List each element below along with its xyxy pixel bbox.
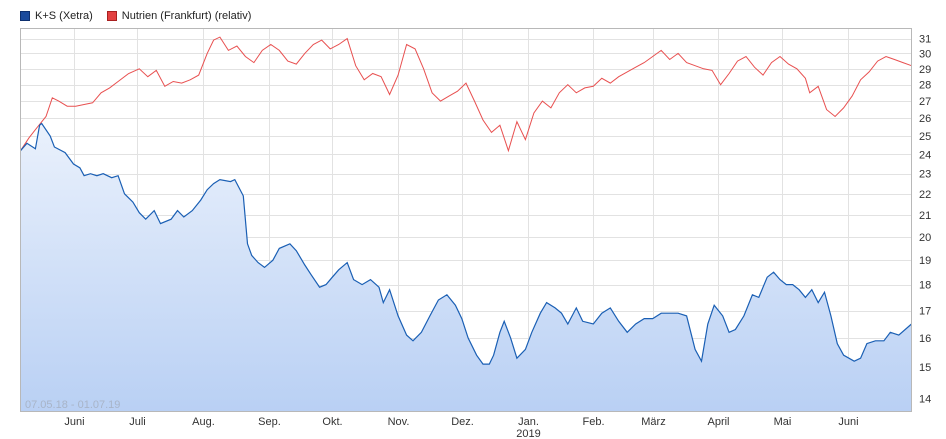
x-tick-label: Nov. [388, 416, 410, 428]
y-tick-label: 18 [919, 280, 931, 292]
y-tick-label: 22 [919, 189, 931, 201]
y-tick-label: 26 [919, 113, 931, 125]
x-tick-label: Juli [129, 416, 146, 428]
x-tick-label: April [707, 416, 729, 428]
legend-swatch-nutrien [106, 11, 117, 21]
ks-series-line [20, 122, 912, 365]
x-tick-label: Mai [774, 416, 792, 428]
y-tick-label: 15 [919, 362, 931, 374]
y-tick-label: 23 [919, 169, 931, 181]
y-tick-label: 30 [919, 48, 931, 60]
nutrien-series-line [20, 36, 912, 153]
x-axis-ticks: Juni Juli Aug. Sep. Okt. Nov. Dez. Jan.2019 Feb.… [64, 416, 858, 439]
y-tick-label: 21 [919, 210, 931, 222]
x-tick-label: Juni [838, 416, 858, 428]
chart-legend: K+S (Xetra) Nutrien (Frankfurt) (relativ… [20, 9, 265, 23]
y-tick-label: 27 [919, 96, 931, 108]
y-tick-label: 14 [919, 393, 931, 405]
y-tick-label: 25 [919, 131, 931, 143]
grid-lines [20, 28, 912, 412]
y-tick-label: 20 [919, 232, 931, 244]
x-tick-label: Juni [64, 416, 84, 428]
y-tick-label: 28 [919, 80, 931, 92]
legend-label-nutrien: Nutrien (Frankfurt) (relativ) [121, 10, 252, 22]
x-tick-label: Jan. [518, 416, 539, 428]
y-tick-label: 16 [919, 333, 931, 345]
y-tick-label: 31 [919, 34, 931, 46]
plot-frame [20, 28, 912, 412]
x-tick-label: Sep. [258, 416, 281, 428]
y-tick-label: 17 [919, 306, 931, 318]
x-tick-label: Okt. [322, 416, 342, 428]
y-tick-label: 29 [919, 64, 931, 76]
ks-area-fill [20, 123, 912, 412]
date-range-label: 07.05.18 - 01.07.19 [25, 399, 120, 411]
x-tick-label: Aug. [192, 416, 215, 428]
legend-label-ks: K+S (Xetra) [35, 10, 93, 22]
y-axis-ticks: 14 15 16 17 18 19 20 21 22 23 24 25 26 27 28 29 30 31 [919, 34, 931, 406]
x-tick-label: März [641, 416, 665, 428]
legend-item-ks[interactable]: K+S (Xetra) [20, 10, 93, 22]
y-tick-label: 19 [919, 255, 931, 267]
x-tick-label: Dez. [451, 416, 474, 428]
legend-swatch-ks [20, 11, 30, 21]
x-tick-label: Feb. [582, 416, 604, 428]
legend-item-nutrien[interactable]: Nutrien (Frankfurt) (relativ) [106, 10, 252, 22]
y-tick-label: 24 [919, 149, 931, 161]
x-year-label: 2019 [516, 428, 540, 439]
